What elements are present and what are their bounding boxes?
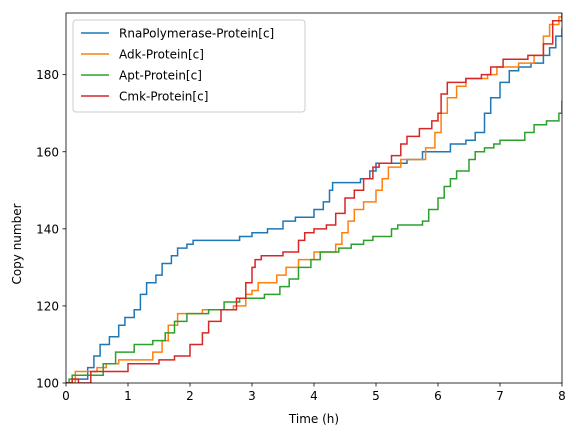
x-tick-label-5: 5 xyxy=(372,389,380,403)
legend-label-2: Apt-Protein[c] xyxy=(119,69,202,83)
x-tick-label-6: 6 xyxy=(434,389,442,403)
x-tick-label-0: 0 xyxy=(62,389,70,403)
series-line-3 xyxy=(66,13,562,383)
ticks: 0 1 2 3 4 5 6 7 8 100 120 140 160 180 xyxy=(36,68,566,403)
x-tick-label-2: 2 xyxy=(186,389,194,403)
x-tick-label-1: 1 xyxy=(124,389,132,403)
x-tick-label-7: 7 xyxy=(496,389,504,403)
legend-label-1: Adk-Protein[c] xyxy=(119,48,204,62)
x-tick-label-3: 3 xyxy=(248,389,256,403)
y-tick-label-2: 140 xyxy=(36,222,59,236)
legend-label-3: Cmk-Protein[c] xyxy=(119,90,208,104)
x-tick-label-4: 4 xyxy=(310,389,318,403)
x-axis-label: Time (h) xyxy=(288,412,339,426)
plot-area xyxy=(66,13,562,383)
x-tick-label-8: 8 xyxy=(558,389,566,403)
y-tick-label-3: 160 xyxy=(36,145,59,159)
y-tick-label-1: 120 xyxy=(36,299,59,313)
legend-box xyxy=(72,19,306,113)
legend-label-0: RnaPolymerase-Protein[c] xyxy=(119,27,274,41)
y-tick-label-4: 180 xyxy=(36,68,59,82)
legend: RnaPolymerase-Protein[c] Adk-Protein[c] Ap… xyxy=(72,19,306,113)
series-line-0 xyxy=(66,27,562,383)
series-line-2 xyxy=(66,100,562,383)
y-tick-label-0: 100 xyxy=(36,377,59,391)
y-axis-label: Copy number xyxy=(10,203,24,284)
